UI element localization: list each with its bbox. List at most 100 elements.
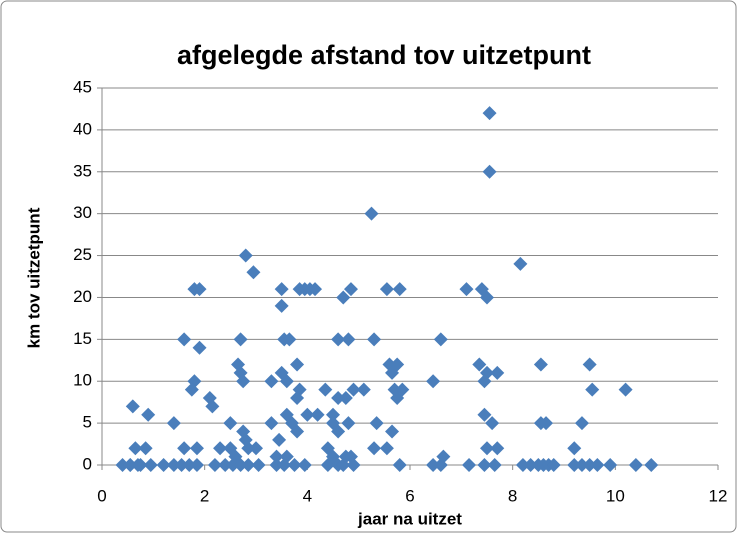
point xyxy=(477,458,492,472)
point xyxy=(205,399,220,414)
point xyxy=(290,424,305,439)
point xyxy=(590,458,605,472)
y-tick-label: 25 xyxy=(73,245,92,264)
point xyxy=(603,458,618,472)
y-tick-label: 15 xyxy=(73,329,92,348)
point xyxy=(385,365,400,380)
point xyxy=(477,374,492,389)
point xyxy=(141,407,156,422)
point xyxy=(156,458,171,472)
point xyxy=(462,458,477,472)
point xyxy=(392,282,407,297)
point xyxy=(177,441,192,456)
x-tick-label: 6 xyxy=(405,486,414,505)
point xyxy=(274,282,289,297)
point xyxy=(166,416,181,431)
point xyxy=(379,441,394,456)
point xyxy=(207,458,222,472)
y-tick-label: 40 xyxy=(73,119,92,138)
point xyxy=(574,416,589,431)
point xyxy=(546,458,561,472)
point xyxy=(618,382,633,397)
point xyxy=(346,382,361,397)
point xyxy=(459,282,474,297)
point xyxy=(341,416,356,431)
point xyxy=(238,248,253,263)
point xyxy=(390,390,405,405)
point xyxy=(472,357,487,372)
point xyxy=(574,458,589,472)
point xyxy=(343,282,358,297)
point xyxy=(228,449,243,464)
point xyxy=(166,458,181,472)
point xyxy=(236,374,251,389)
point xyxy=(184,382,199,397)
point xyxy=(189,458,204,472)
point xyxy=(482,164,497,179)
point xyxy=(264,374,279,389)
point xyxy=(369,416,384,431)
point xyxy=(567,441,582,456)
point xyxy=(241,458,256,472)
point xyxy=(249,441,263,456)
point xyxy=(246,265,261,280)
point xyxy=(233,332,248,347)
x-tick-label: 2 xyxy=(200,486,209,505)
point xyxy=(125,399,140,414)
point xyxy=(582,357,597,372)
x-tick-label: 12 xyxy=(709,486,728,505)
point xyxy=(628,458,643,472)
point xyxy=(282,332,297,347)
x-tick-label: 4 xyxy=(303,486,312,505)
point xyxy=(567,458,582,472)
y-tick-label: 30 xyxy=(73,203,92,222)
point xyxy=(269,458,284,472)
point xyxy=(326,407,340,422)
point xyxy=(487,458,502,472)
x-tick-label: 8 xyxy=(508,486,517,505)
point xyxy=(192,282,207,297)
y-axis-label: km tov uitzetpunt xyxy=(24,207,43,348)
x-tick-label: 10 xyxy=(606,486,625,505)
point xyxy=(223,416,238,431)
point xyxy=(480,290,494,305)
point xyxy=(218,458,233,472)
x-tick-label: 0 xyxy=(97,486,106,505)
point xyxy=(385,424,400,439)
point xyxy=(367,332,382,347)
y-tick-label: 5 xyxy=(83,413,92,432)
point xyxy=(490,365,505,380)
point xyxy=(343,449,358,464)
point xyxy=(356,382,371,397)
point xyxy=(513,256,528,271)
point xyxy=(264,416,279,431)
y-tick-label: 45 xyxy=(73,77,92,96)
point xyxy=(539,416,554,431)
x-axis-label: jaar na uitzet xyxy=(357,509,462,528)
y-tick-label: 35 xyxy=(73,161,92,180)
point xyxy=(515,458,530,472)
point xyxy=(287,458,302,472)
point xyxy=(308,282,323,297)
point xyxy=(133,458,148,472)
point xyxy=(279,374,294,389)
point xyxy=(269,449,284,464)
point xyxy=(341,332,356,347)
point xyxy=(336,290,351,305)
point xyxy=(426,374,441,389)
point xyxy=(318,382,333,397)
point xyxy=(189,441,204,456)
chart-title: afgelegde afstand tov uitzetpunt xyxy=(177,40,591,70)
y-tick-label: 10 xyxy=(73,371,92,390)
point xyxy=(367,441,382,456)
point xyxy=(485,416,500,431)
point xyxy=(143,458,158,472)
point xyxy=(533,357,548,372)
point xyxy=(426,458,441,472)
point xyxy=(582,458,597,472)
point xyxy=(115,458,130,472)
point xyxy=(482,106,497,121)
point xyxy=(290,357,305,372)
point xyxy=(477,407,492,422)
